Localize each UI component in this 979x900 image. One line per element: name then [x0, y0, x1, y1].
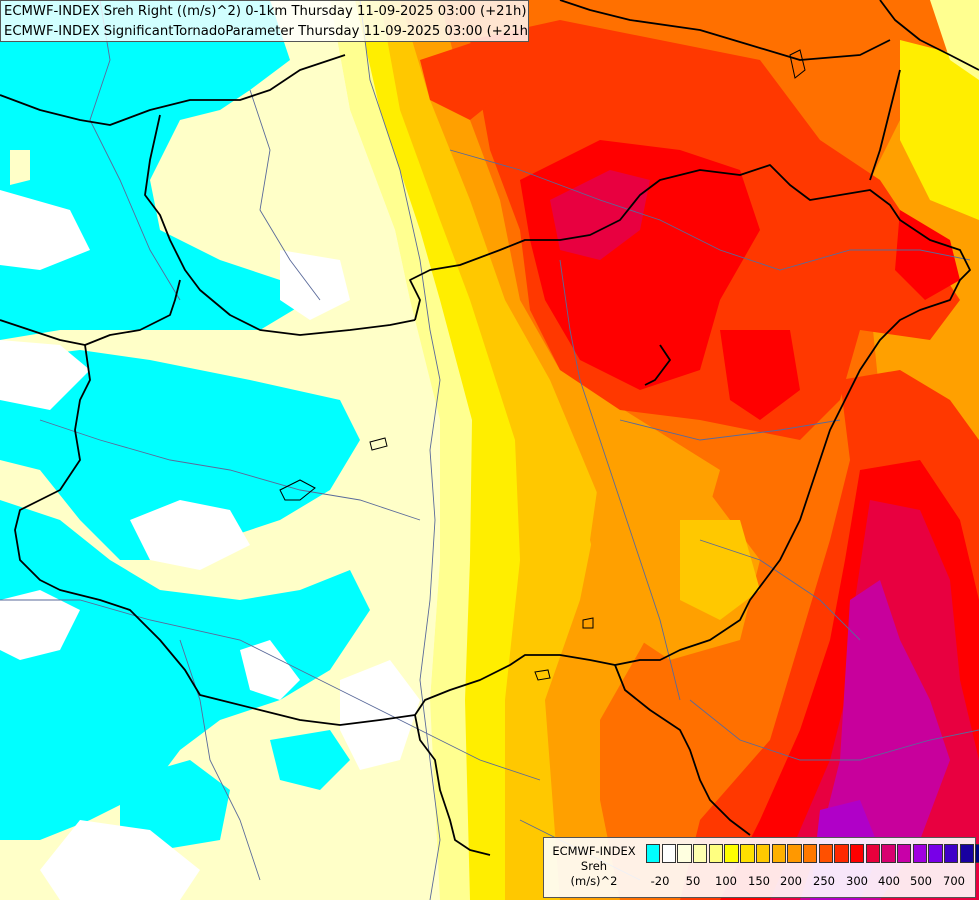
red-orange-patch-top: [420, 40, 520, 120]
legend-title-line-1: ECMWF-INDEX: [552, 844, 636, 858]
legend-swatch: [881, 844, 896, 863]
cyan-zone-mid: [0, 350, 360, 560]
country-borders: [0, 0, 979, 856]
legend-swatch: [865, 844, 881, 863]
lake-5: [582, 617, 594, 629]
river-7: [39, 419, 421, 521]
yellow-patch-ne: [900, 40, 979, 220]
legend-tick: -20: [650, 874, 670, 888]
border-north-east: [869, 69, 901, 181]
red-patch-c: [895, 210, 960, 300]
border-lake-line: [644, 344, 671, 386]
legend-title-line-3: (m/s)^2: [570, 874, 618, 888]
legend-swatch: [944, 844, 959, 863]
river-1: [89, 0, 181, 301]
legend-swatch: [693, 844, 708, 863]
legend-tick: 700: [943, 874, 965, 888]
legend-swatch: [802, 844, 818, 863]
legend-swatch: [771, 844, 786, 863]
river-6: [619, 419, 841, 441]
pale-patch-2: [290, 95, 315, 125]
white-patch-7: [280, 250, 350, 320]
red-patch-b: [720, 330, 800, 420]
cyan-zone-south: [270, 730, 350, 790]
map-title-line-2: ECMWF-INDEX SignificantTornadoParameter …: [4, 24, 529, 39]
light-yellow-patch-ne: [930, 0, 979, 80]
legend-swatches: [646, 844, 979, 863]
border-east-top: [879, 0, 979, 71]
legend-swatch: [975, 844, 979, 863]
river-8: [0, 599, 541, 781]
legend-tick: 400: [878, 874, 900, 888]
border-south-a: [614, 664, 751, 836]
white-patch-3: [130, 500, 250, 570]
border-west-coast: [0, 319, 86, 346]
white-patch-8: [340, 660, 420, 770]
gold-patch-a: [680, 520, 760, 620]
border-central: [409, 164, 971, 716]
legend-swatch: [834, 844, 849, 863]
river-3: [359, 0, 441, 900]
legend-title: ECMWF-INDEX Sreh (m/s)^2: [548, 844, 640, 889]
river-4: [449, 149, 971, 271]
legend-swatch: [708, 844, 724, 863]
river-5: [559, 259, 681, 701]
legend-swatch: [677, 844, 692, 863]
legend-swatch: [740, 844, 755, 863]
white-patch-6: [40, 820, 200, 900]
river-2: [249, 89, 321, 301]
lake-3: [279, 479, 316, 501]
legend-swatch: [818, 844, 833, 863]
border-sw-upper: [14, 279, 416, 726]
legend-swatch: [959, 844, 975, 863]
map-title-box: ECMWF-INDEX Sreh Right ((m/s)^2) 0-1km T…: [0, 0, 529, 42]
legend-swatch: [897, 844, 912, 863]
color-legend: ECMWF-INDEX Sreh (m/s)^2 -20 50 100 150 …: [543, 837, 979, 898]
border-north-top: [559, 0, 891, 61]
river-10: [689, 699, 979, 761]
river-9: [179, 639, 261, 881]
border-west-loop: [144, 114, 416, 336]
lake-1: [789, 49, 806, 79]
legend-tick: 50: [685, 874, 701, 888]
legend-swatch: [849, 844, 865, 863]
legend-swatch: [912, 844, 928, 863]
legend-swatch: [646, 844, 661, 863]
lake-4: [534, 669, 551, 681]
river-11: [699, 539, 861, 641]
legend-tick: 500: [910, 874, 932, 888]
border-south-b: [414, 714, 491, 856]
legend-ticks: -20 50 100 150 200 250 300 400 500 700: [646, 874, 976, 890]
lakes: [279, 49, 806, 681]
legend-swatch: [928, 844, 943, 863]
cyan-zone-sw: [120, 760, 230, 850]
legend-title-line-2: Sreh: [580, 859, 608, 873]
white-patch-2: [0, 340, 90, 410]
legend-swatch: [787, 844, 802, 863]
white-patch-4: [0, 590, 80, 660]
legend-tick: 150: [748, 874, 770, 888]
legend-tick: 200: [780, 874, 802, 888]
map-title-line-1: ECMWF-INDEX Sreh Right ((m/s)^2) 0-1km T…: [4, 4, 527, 19]
legend-swatch: [724, 844, 739, 863]
border-north-upper: [0, 54, 346, 126]
white-patch-5: [240, 640, 300, 700]
legend-swatch: [755, 844, 771, 863]
legend-swatch: [661, 844, 677, 863]
white-patch-1: [0, 190, 90, 270]
pale-patch-1: [10, 150, 30, 185]
legend-tick: 250: [813, 874, 835, 888]
legend-tick: 300: [846, 874, 868, 888]
lake-2: [369, 437, 388, 451]
legend-tick: 100: [715, 874, 737, 888]
